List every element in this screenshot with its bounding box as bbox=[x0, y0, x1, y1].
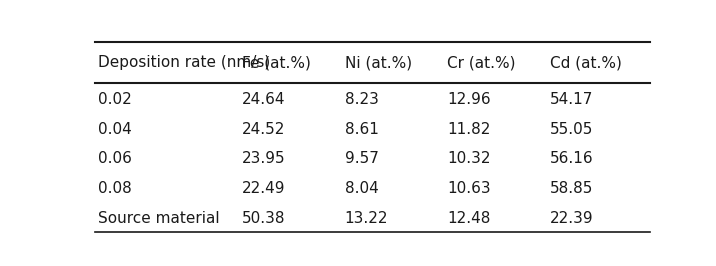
Text: 9.57: 9.57 bbox=[345, 151, 379, 166]
Text: 12.48: 12.48 bbox=[448, 211, 490, 226]
Text: Source material: Source material bbox=[98, 211, 219, 226]
Text: 22.49: 22.49 bbox=[242, 181, 286, 196]
Text: 22.39: 22.39 bbox=[550, 211, 594, 226]
Text: 58.85: 58.85 bbox=[550, 181, 594, 196]
Text: 11.82: 11.82 bbox=[448, 122, 490, 137]
Text: 55.05: 55.05 bbox=[550, 122, 594, 137]
Text: 56.16: 56.16 bbox=[550, 151, 594, 166]
Text: 8.61: 8.61 bbox=[345, 122, 379, 137]
Text: Cd (at.%): Cd (at.%) bbox=[550, 55, 622, 70]
Text: 24.64: 24.64 bbox=[242, 92, 286, 107]
Text: 8.23: 8.23 bbox=[345, 92, 379, 107]
Text: Ni (at.%): Ni (at.%) bbox=[345, 55, 412, 70]
Text: 0.08: 0.08 bbox=[98, 181, 132, 196]
Text: Fe (at.%): Fe (at.%) bbox=[242, 55, 311, 70]
Text: 13.22: 13.22 bbox=[345, 211, 388, 226]
Text: 12.96: 12.96 bbox=[448, 92, 491, 107]
Text: Deposition rate (nm/s): Deposition rate (nm/s) bbox=[98, 55, 270, 70]
Text: 0.06: 0.06 bbox=[98, 151, 132, 166]
Text: 0.04: 0.04 bbox=[98, 122, 132, 137]
Text: 10.63: 10.63 bbox=[448, 181, 491, 196]
Text: 10.32: 10.32 bbox=[448, 151, 491, 166]
Text: 50.38: 50.38 bbox=[242, 211, 286, 226]
Text: 8.04: 8.04 bbox=[345, 181, 379, 196]
Text: 54.17: 54.17 bbox=[550, 92, 594, 107]
Text: 0.02: 0.02 bbox=[98, 92, 132, 107]
Text: 24.52: 24.52 bbox=[242, 122, 286, 137]
Text: Cr (at.%): Cr (at.%) bbox=[448, 55, 516, 70]
Text: 23.95: 23.95 bbox=[242, 151, 286, 166]
